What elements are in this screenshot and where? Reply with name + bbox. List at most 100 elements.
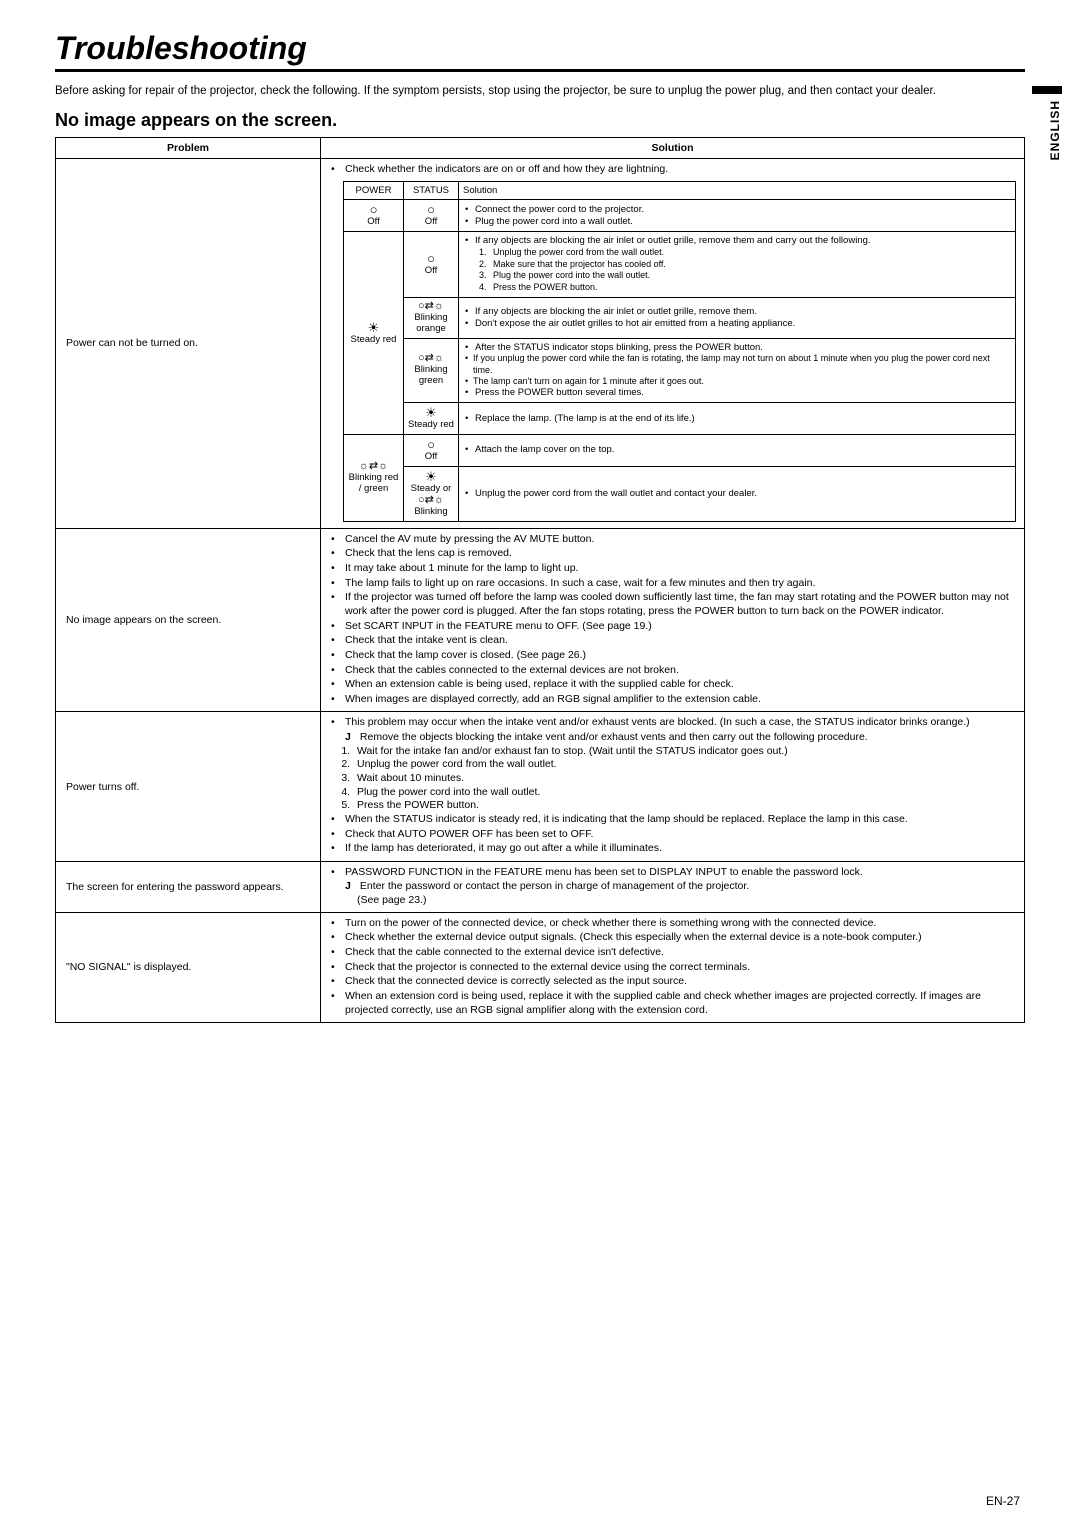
solution-cell: Check whether the indicators are on or o… (321, 158, 1025, 528)
language-tab: ENGLISH (1048, 100, 1062, 160)
off-icon: ○ (408, 203, 454, 216)
steady-icon: ☀ (348, 321, 399, 334)
steady-icon: ☀ (408, 470, 454, 483)
indicator-solution: Unplug the power cord from the wall outl… (459, 466, 1016, 521)
indicator-label: Off (367, 216, 380, 227)
solution-item: When the STATUS indicator is steady red,… (331, 813, 1018, 827)
solution-cell: Turn on the power of the connected devic… (321, 912, 1025, 1022)
status-indicator: ☀ Steady or ○⇄☼ Blinking (404, 466, 459, 521)
steady-icon: ☀ (408, 406, 454, 419)
blinking-icon: ☼⇄☼ (348, 461, 399, 472)
note-marker: J (345, 880, 357, 894)
solution-item: Set SCART INPUT in the FEATURE menu to O… (331, 620, 1018, 634)
solution-item: Check that AUTO POWER OFF has been set t… (331, 828, 1018, 842)
indicator-label: Blinking orange (414, 312, 447, 334)
solution-item: When images are displayed correctly, add… (331, 693, 1018, 707)
status-indicator: ☀ Steady red (404, 403, 459, 435)
solution-item: Connect the power cord to the projector. (465, 204, 1011, 216)
solution-item: Check that the lamp cover is closed. (Se… (331, 649, 1018, 663)
solution-step: Wait about 10 minutes. (353, 772, 1018, 786)
indicator-label: Blinking green (414, 364, 447, 386)
solution-subitem: If you unplug the power cord while the f… (463, 353, 1011, 376)
indicator-solution: If any objects are blocking the air inle… (459, 297, 1016, 338)
blinking-icon: ○⇄☼ (408, 301, 454, 312)
j-note: Remove the objects blocking the intake v… (360, 731, 868, 743)
header-problem: Problem (56, 137, 321, 158)
solution-item: Check whether the external device output… (331, 931, 1018, 945)
indicator-table: POWER STATUS Solution ○ Off (343, 181, 1016, 522)
solution-step: Unplug the power cord from the wall outl… (489, 247, 1011, 259)
solution-step: Press the POWER button. (489, 282, 1011, 294)
intro-text: Before asking for repair of the projecto… (55, 84, 1025, 100)
solution-intro: Check whether the indicators are on or o… (331, 163, 1018, 177)
solution-item: After the STATUS indicator stops blinkin… (465, 342, 1011, 354)
solution-item: When an extension cable is being used, r… (331, 678, 1018, 692)
page-number: EN-27 (986, 1494, 1020, 1508)
indicator-solution: Attach the lamp cover on the top. (459, 434, 1016, 466)
section-heading: No image appears on the screen. (55, 110, 1025, 131)
solution-step: Press the POWER button. (353, 799, 1018, 813)
solution-item: Check that the lens cap is removed. (331, 547, 1018, 561)
solution-item: Press the POWER button several times. (465, 387, 1011, 399)
solution-cell: PASSWORD FUNCTION in the FEATURE menu ha… (321, 861, 1025, 912)
solution-cell: Cancel the AV mute by pressing the AV MU… (321, 528, 1025, 712)
side-bar-decoration (1032, 86, 1062, 94)
solution-item: Cancel the AV mute by pressing the AV MU… (331, 533, 1018, 547)
indicator-label: Steady red (408, 419, 454, 430)
status-indicator: ○⇄☼ Blinking orange (404, 297, 459, 338)
indicator-solution: After the STATUS indicator stops blinkin… (459, 338, 1016, 403)
ind-header-status: STATUS (404, 182, 459, 200)
solution-item: If any objects are blocking the air inle… (465, 306, 1011, 318)
off-icon: ○ (408, 438, 454, 451)
troubleshooting-table: Problem Solution Power can not be turned… (55, 137, 1025, 1024)
ind-header-solution: Solution (459, 182, 1016, 200)
solution-item: If any objects are blocking the air inle… (465, 235, 1011, 247)
ind-header-power: POWER (344, 182, 404, 200)
status-indicator: ○⇄☼ Blinking green (404, 338, 459, 403)
solution-item: Turn on the power of the connected devic… (331, 917, 1018, 931)
problem-cell: Power turns off. (56, 712, 321, 861)
solution-item: Don't expose the air outlet grilles to h… (465, 318, 1011, 330)
indicator-solution: If any objects are blocking the air inle… (459, 232, 1016, 298)
solution-step: Unplug the power cord from the wall outl… (353, 758, 1018, 772)
solution-item: Check that the cables connected to the e… (331, 664, 1018, 678)
status-indicator: ○ Off (404, 200, 459, 232)
solution-item: Unplug the power cord from the wall outl… (465, 488, 1011, 500)
solution-item: If the lamp has deteriorated, it may go … (331, 842, 1018, 856)
solution-item: Replace the lamp. (The lamp is at the en… (465, 413, 1011, 425)
status-indicator: ○ Off (404, 232, 459, 298)
problem-cell: The screen for entering the password app… (56, 861, 321, 912)
off-icon: ○ (348, 203, 399, 216)
off-icon: ○ (408, 252, 454, 265)
indicator-label: Blinking red / green (349, 472, 399, 494)
indicator-label: Blinking (414, 506, 447, 517)
solution-item: PASSWORD FUNCTION in the FEATURE menu ha… (331, 866, 1018, 880)
indicator-label: Off (425, 265, 438, 276)
solution-item: The lamp fails to light up on rare occas… (331, 577, 1018, 591)
indicator-label: Steady or (411, 483, 452, 494)
header-solution: Solution (321, 137, 1025, 158)
blinking-icon: ○⇄☼ (408, 353, 454, 364)
solution-item: If the projector was turned off before t… (331, 591, 1018, 618)
page-title: Troubleshooting (55, 30, 1025, 72)
solution-item: Check that the cable connected to the ex… (331, 946, 1018, 960)
indicator-label: Steady red (351, 334, 397, 345)
solution-step: Plug the power cord into the wall outlet… (353, 786, 1018, 800)
indicator-label: Off (425, 451, 438, 462)
indicator-label: Off (425, 216, 438, 227)
solution-item: Check that the intake vent is clean. (331, 634, 1018, 648)
solution-item: Check that the connected device is corre… (331, 975, 1018, 989)
solution-step: Make sure that the projector has cooled … (489, 259, 1011, 271)
power-indicator: ○ Off (344, 200, 404, 232)
j-note: Enter the password or contact the person… (360, 880, 749, 892)
power-indicator: ☼⇄☼ Blinking red / green (344, 434, 404, 521)
solution-step: Plug the power cord into the wall outlet… (489, 270, 1011, 282)
solution-item: It may take about 1 minute for the lamp … (331, 562, 1018, 576)
solution-step: Wait for the intake fan and/or exhaust f… (353, 745, 1018, 759)
solution-subitem: The lamp can't turn on again for 1 minut… (463, 376, 1011, 387)
problem-cell: Power can not be turned on. (56, 158, 321, 528)
solution-item: Plug the power cord into a wall outlet. (465, 216, 1011, 228)
solution-item: Check that the projector is connected to… (331, 961, 1018, 975)
problem-cell: No image appears on the screen. (56, 528, 321, 712)
indicator-solution: Replace the lamp. (The lamp is at the en… (459, 403, 1016, 435)
